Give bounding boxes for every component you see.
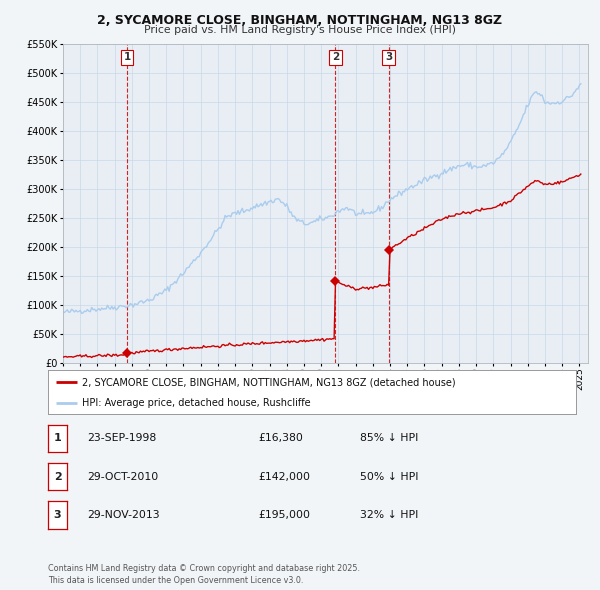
Text: 3: 3 — [385, 52, 392, 62]
Text: £195,000: £195,000 — [258, 510, 310, 520]
Text: HPI: Average price, detached house, Rushcliffe: HPI: Average price, detached house, Rush… — [82, 398, 311, 408]
Text: 2, SYCAMORE CLOSE, BINGHAM, NOTTINGHAM, NG13 8GZ: 2, SYCAMORE CLOSE, BINGHAM, NOTTINGHAM, … — [97, 14, 503, 27]
Text: Price paid vs. HM Land Registry's House Price Index (HPI): Price paid vs. HM Land Registry's House … — [144, 25, 456, 35]
Text: 29-OCT-2010: 29-OCT-2010 — [87, 472, 158, 481]
Text: Contains HM Land Registry data © Crown copyright and database right 2025.
This d: Contains HM Land Registry data © Crown c… — [48, 565, 360, 585]
Text: 2: 2 — [54, 472, 61, 481]
Text: 1: 1 — [54, 434, 61, 443]
Text: 2, SYCAMORE CLOSE, BINGHAM, NOTTINGHAM, NG13 8GZ (detached house): 2, SYCAMORE CLOSE, BINGHAM, NOTTINGHAM, … — [82, 378, 456, 387]
Text: 2: 2 — [332, 52, 339, 62]
Text: £142,000: £142,000 — [258, 472, 310, 481]
Text: 29-NOV-2013: 29-NOV-2013 — [87, 510, 160, 520]
Text: 23-SEP-1998: 23-SEP-1998 — [87, 434, 156, 443]
Text: £16,380: £16,380 — [258, 434, 303, 443]
Text: 85% ↓ HPI: 85% ↓ HPI — [360, 434, 418, 443]
Text: 32% ↓ HPI: 32% ↓ HPI — [360, 510, 418, 520]
Text: 50% ↓ HPI: 50% ↓ HPI — [360, 472, 419, 481]
Text: 3: 3 — [54, 510, 61, 520]
Text: 1: 1 — [124, 52, 131, 62]
